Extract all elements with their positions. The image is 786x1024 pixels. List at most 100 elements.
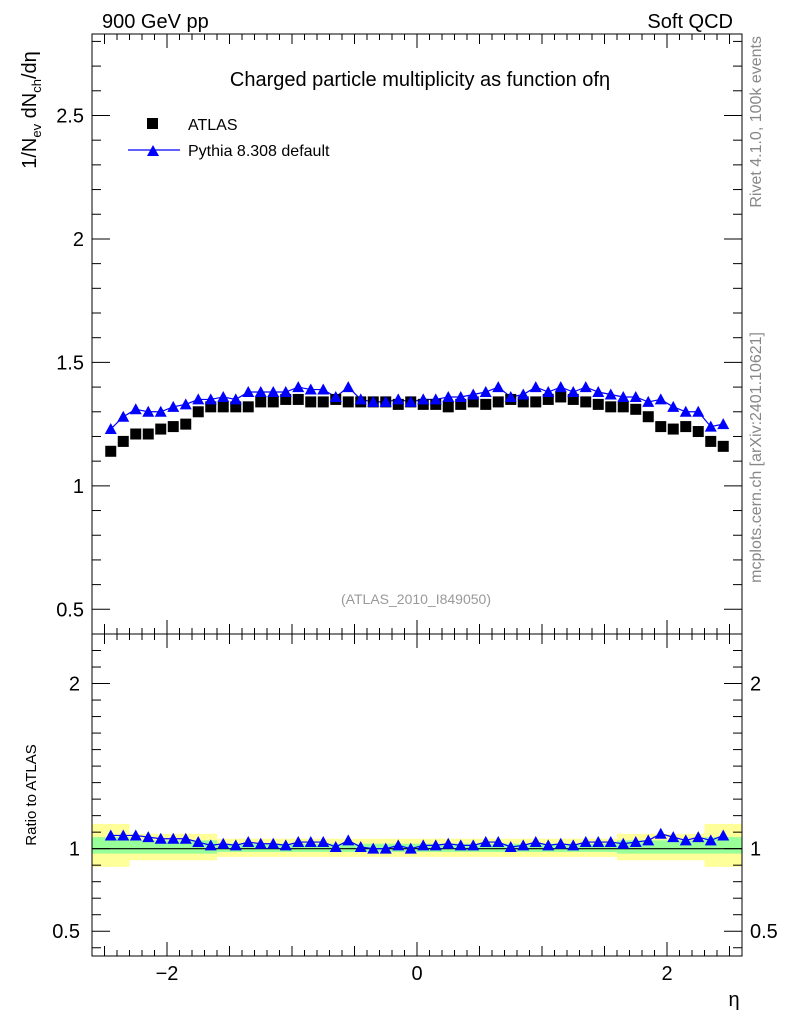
ratio-point [154,832,167,844]
ratio-point [317,836,330,848]
ratio-point [229,839,242,851]
legend-atlas-label: ATLAS [188,117,238,134]
x-tick-label: 2 [661,963,672,985]
y-tick-label: 1 [73,476,84,498]
mc-point [442,390,455,402]
atlas-point [105,445,117,457]
mc-point [417,393,430,405]
atlas-point [317,396,329,408]
ratio-point [642,834,655,846]
atlas-point [592,398,604,410]
atlas-point [530,396,542,408]
ratio-point [354,841,367,853]
ylabel-part-3: dN [19,93,41,124]
atlas-point [655,421,667,433]
ratio-point [404,842,417,854]
ratio-point [267,837,280,849]
ratio-point [442,837,455,849]
atlas-point [130,428,142,440]
ratio-point [454,839,467,851]
atlas-point [305,396,317,408]
atlas-point [517,396,529,408]
ratio-frame [91,633,743,957]
mc-point [554,381,567,393]
svg-text:1/Nev dNch/dη: 1/Nev dNch/dη [19,51,44,169]
atlas-point [455,398,467,410]
mc-point [542,386,555,398]
atlas-point [692,426,704,438]
mc-point [704,420,717,432]
ratio-y-tick-label: 2 [69,674,80,696]
mc-point [392,393,405,405]
mc-point [217,390,230,402]
mc-point [629,390,642,402]
mc-point [604,388,617,400]
atlas-point [242,401,254,413]
mc-point [454,390,467,402]
mc-point [367,395,380,407]
ratio-point [542,839,555,851]
mc-point [129,403,142,415]
mc-point [642,395,655,407]
mc-point [154,405,167,417]
ratio-point [367,842,380,854]
mc-point [267,386,280,398]
mc-point [229,393,242,405]
mc-point [404,395,417,407]
rivet-label: Rivet 4.1.0, 100k events [748,36,765,208]
ratio-point [592,836,605,848]
ratio-point [667,831,680,843]
ratio-point [692,831,705,843]
atlas-point [230,401,242,413]
mc-point [479,386,492,398]
y-tick-label: 0.5 [56,599,84,621]
mc-point [292,381,305,393]
atlas-point [292,393,304,405]
atlas-point [280,393,292,405]
mc-point [679,405,692,417]
mc-point [717,418,730,430]
mc-point [142,405,155,417]
mc-point [104,423,117,435]
ylabel-part-1: 1/N [19,138,41,169]
watermark: (ATLAS_2010_I849050) [341,591,491,607]
atlas-point [492,396,504,408]
ratio-point [554,837,567,849]
ratio-point [504,841,517,853]
legend-pythia-marker [147,145,159,156]
ratio-point [717,829,730,841]
ratio-point [529,836,542,848]
mc-point [329,390,342,402]
atlas-point [342,396,354,408]
mc-point [117,410,130,422]
atlas-point [617,401,629,413]
ratio-point [679,834,692,846]
atlas-point [680,421,692,433]
header-right: Soft QCD [647,11,733,33]
ratio-band-inner [217,843,617,852]
legend-pythia-label: Pythia 8.308 default [188,143,330,160]
ratio-point [329,841,342,853]
source-label: mcplots.cern.ch [arXiv:2401.10621] [748,332,765,583]
mc-point [379,395,392,407]
x-axis-label: η [728,989,739,1011]
ratio-plot-panel: −2 0 2 0.5 0.5 1 1 2 2 [52,34,778,985]
ratio-band-inner [92,837,130,854]
atlas-point [442,401,454,413]
ratio-y-tick-label: 0.5 [52,921,80,943]
mc-point [354,393,367,405]
mc-point [654,393,667,405]
ratio-point [292,836,305,848]
atlas-point [555,391,567,403]
mc-point [692,405,705,417]
mc-point [517,388,530,400]
ratio-point [629,836,642,848]
atlas-point [155,423,167,435]
atlas-point [480,398,492,410]
y-tick-label: 1.5 [56,352,84,374]
atlas-point [705,435,717,447]
atlas-point [630,403,642,415]
ratio-point [617,837,630,849]
ratio-point [579,836,592,848]
